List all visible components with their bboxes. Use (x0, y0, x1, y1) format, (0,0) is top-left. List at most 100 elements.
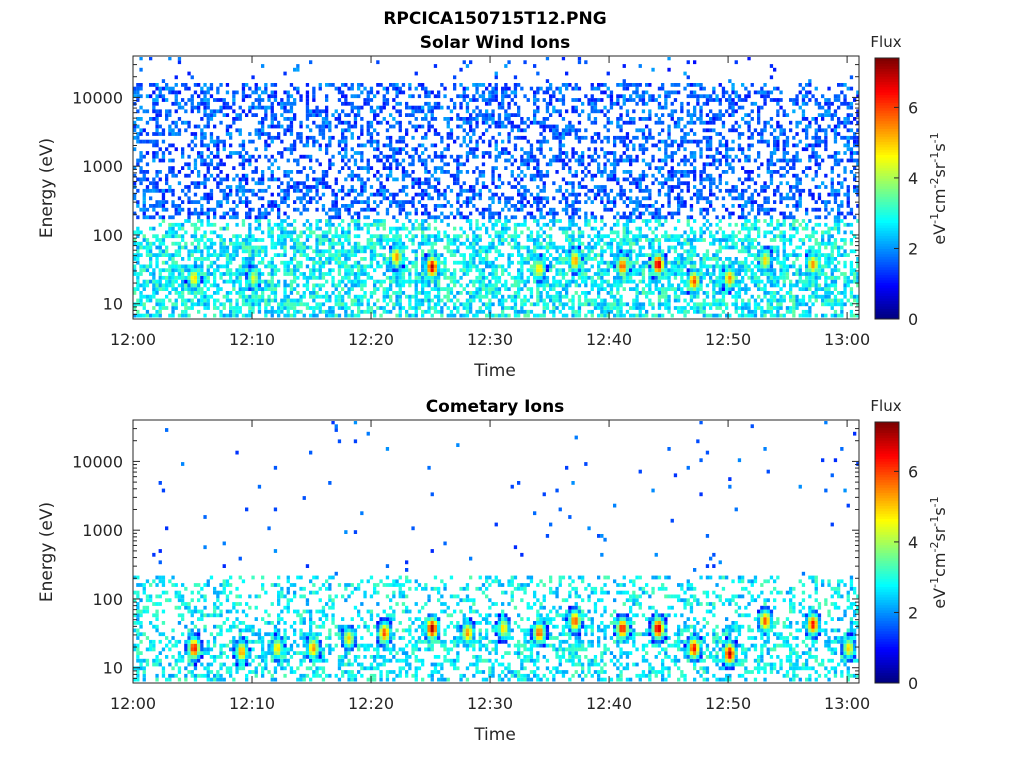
colorbar-swatch (875, 542, 899, 546)
colorbar-swatch (875, 468, 899, 473)
colorbar-swatch (875, 659, 899, 663)
colorbar-swatch (875, 435, 899, 439)
colorbar-swatch (875, 298, 899, 302)
colorbar-swatch (875, 463, 899, 467)
axes: 10 100 1000 10000 12:00 12:10 12:20 12:30 12:40 1… (72, 55, 870, 349)
colorbar-swatch (875, 557, 899, 561)
colorbar-swatch (875, 146, 899, 150)
colorbar-swatch (875, 651, 899, 655)
axes: 10 100 1000 10000 12:00 12:10 12:20 12:30 12:40 1… (72, 419, 870, 713)
colorbar-swatch (875, 104, 899, 109)
y-tick-label: 1000 (82, 157, 123, 176)
heatmap-cells (133, 57, 860, 318)
colorbar-swatch (875, 128, 899, 132)
y-tick-label: 10000 (72, 88, 123, 107)
colorbar-swatch (875, 222, 899, 226)
colorbar-swatch (875, 316, 899, 320)
colorbar-swatch (875, 71, 899, 75)
colorbar-swatch (875, 253, 899, 257)
colorbar-swatch (875, 636, 899, 640)
colorbar-swatch (875, 620, 899, 624)
colorbar-swatch (875, 154, 899, 158)
colorbar-tick-label: 0 (908, 674, 918, 693)
colorbar-swatch (875, 544, 899, 548)
colorbar-swatch (875, 531, 899, 535)
colorbar-swatch (875, 235, 899, 239)
colorbar-swatch (875, 178, 899, 182)
colorbar-swatch (875, 180, 899, 184)
x-tick-label: 12:10 (229, 330, 275, 349)
colorbar-swatch (875, 442, 899, 446)
colorbar-swatch (875, 115, 899, 119)
colorbar-swatch (875, 245, 899, 250)
colorbar-swatch (875, 680, 899, 684)
colorbar-swatch (875, 227, 899, 231)
colorbar-swatch (875, 185, 899, 189)
colorbar-swatch (875, 427, 899, 431)
colorbar-swatch (875, 675, 899, 679)
colorbar-swatch (875, 641, 899, 645)
colorbar-tick-label: 2 (908, 603, 918, 622)
colorbar-swatch (875, 612, 899, 616)
colorbar-swatch (875, 466, 899, 470)
colorbar-swatch (875, 518, 899, 522)
colorbar-swatch (875, 437, 899, 441)
colorbar-swatch (875, 248, 899, 252)
colorbar-swatch (875, 656, 899, 661)
colorbar-tick-label: 2 (908, 239, 918, 258)
colorbar-swatch (875, 513, 899, 517)
colorbar-swatch (875, 206, 899, 210)
colorbar-swatch (875, 68, 899, 72)
colorbar-swatch (875, 141, 899, 145)
colorbar-swatch (875, 313, 899, 317)
colorbar-swatch (875, 453, 899, 457)
colorbar-swatch (875, 230, 899, 234)
colorbar-swatch (875, 193, 899, 197)
y-tick-label: 10 (103, 659, 123, 678)
colorbar-swatch (875, 211, 899, 216)
colorbar-swatch (875, 165, 899, 169)
colorbar-swatch (875, 649, 899, 653)
colorbar-swatch (875, 677, 899, 681)
colorbar-swatch (875, 102, 899, 106)
colorbar-swatch (875, 445, 899, 449)
colorbar-swatch (875, 617, 899, 621)
colorbar-swatch (875, 662, 899, 666)
colorbar-label: eV-1cm-2sr-1s-1 (928, 132, 949, 244)
x-axis-label: Time (473, 725, 516, 745)
colorbar-swatch (875, 172, 899, 176)
colorbar-swatch (875, 555, 899, 559)
colorbar-swatch (875, 78, 899, 82)
colorbar-swatch (875, 529, 899, 533)
colorbar-swatch (875, 615, 899, 619)
colorbar-swatch (875, 500, 899, 504)
colorbar-swatch (875, 94, 899, 98)
colorbar-swatch (875, 159, 899, 163)
colorbar-swatch (875, 300, 899, 304)
colorbar-swatch (875, 264, 899, 268)
colorbar-swatch (875, 217, 899, 221)
colorbar-swatch (875, 669, 899, 674)
x-tick-label: 12:30 (467, 330, 513, 349)
colorbar-swatch (875, 549, 899, 553)
colorbar-swatch (875, 638, 899, 642)
x-tick-label: 13:00 (824, 330, 870, 349)
colorbar-swatch (875, 432, 899, 436)
colorbar-swatch (875, 515, 899, 520)
colorbar-swatch (875, 196, 899, 200)
x-tick-label: 12:50 (705, 694, 751, 713)
colorbar-swatch (875, 214, 899, 218)
colorbar-swatch (875, 654, 899, 658)
colorbar-swatch (875, 219, 899, 223)
colorbar-swatch (875, 536, 899, 540)
colorbar-swatch (875, 646, 899, 650)
colorbar-swatch (875, 191, 899, 195)
colorbar-swatch (875, 303, 899, 307)
colorbar-swatch (875, 474, 899, 478)
colorbar-swatch (875, 604, 899, 608)
plot-frame (132, 419, 860, 684)
colorbar-swatch (875, 269, 899, 273)
colorbar-swatch (875, 510, 899, 514)
x-tick-label: 12:30 (467, 694, 513, 713)
colorbar-swatch (875, 311, 899, 315)
